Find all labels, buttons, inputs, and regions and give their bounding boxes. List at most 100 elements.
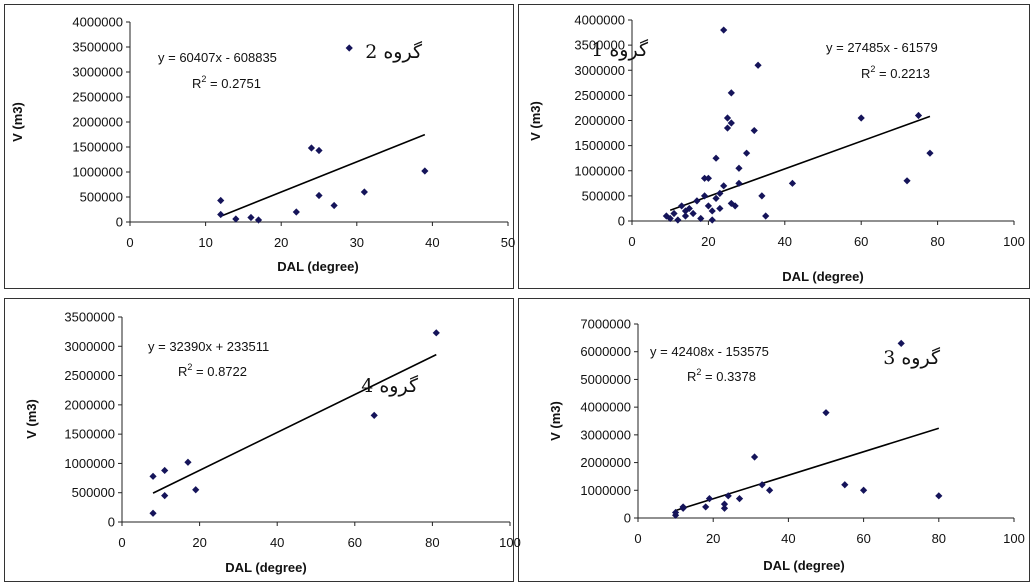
data-point bbox=[217, 196, 225, 205]
y-tick-label: 4000000 bbox=[72, 15, 123, 30]
y-tick-label: 500000 bbox=[80, 190, 123, 205]
trendline bbox=[675, 427, 940, 512]
x-tick-label: 60 bbox=[854, 234, 868, 249]
y-tick-label: 0 bbox=[624, 511, 631, 526]
data-point bbox=[681, 212, 690, 220]
data-point bbox=[723, 114, 732, 122]
y-tick-label: 4000000 bbox=[580, 400, 631, 415]
data-point bbox=[716, 189, 724, 197]
data-point bbox=[432, 329, 440, 337]
x-axis-title: DAL (degree) bbox=[277, 259, 358, 274]
data-point bbox=[247, 213, 255, 222]
data-point bbox=[750, 126, 758, 135]
x-tick-label: 40 bbox=[778, 234, 792, 249]
data-point bbox=[705, 495, 714, 503]
data-point bbox=[149, 509, 157, 517]
data-point bbox=[727, 119, 735, 127]
r-squared-label: R2 = 0.3378 bbox=[687, 367, 756, 384]
y-tick-label: 1000000 bbox=[574, 163, 625, 178]
y-tick-label: 2500000 bbox=[574, 88, 625, 103]
data-point bbox=[735, 164, 743, 172]
r-squared-exponent: 2 bbox=[201, 74, 206, 84]
data-point bbox=[149, 472, 157, 480]
data-point bbox=[754, 61, 762, 69]
trend-equation: y = 27485x - 61579 bbox=[826, 40, 938, 55]
y-tick-label: 2000000 bbox=[72, 115, 123, 130]
r-squared-value: = 0.2213 bbox=[875, 66, 930, 81]
r-squared-label: R2 = 0.2751 bbox=[192, 74, 261, 91]
x-tick-label: 100 bbox=[1003, 531, 1025, 546]
r-squared-value: = 0.8722 bbox=[192, 364, 247, 379]
y-tick-label: 1000000 bbox=[64, 456, 115, 471]
y-tick-label: 2500000 bbox=[64, 368, 115, 383]
x-tick-label: 0 bbox=[628, 234, 635, 249]
x-tick-label: 20 bbox=[192, 535, 206, 550]
trendline bbox=[152, 353, 437, 494]
data-point bbox=[762, 212, 770, 220]
y-axis-title: V (m3) bbox=[24, 399, 39, 439]
data-point bbox=[370, 411, 378, 419]
data-point bbox=[720, 182, 728, 190]
y-tick-label: 1500000 bbox=[574, 138, 625, 153]
data-point bbox=[712, 154, 720, 162]
data-point bbox=[421, 167, 429, 175]
group-label: گروه 1 bbox=[591, 38, 649, 61]
data-point bbox=[720, 504, 729, 512]
data-point bbox=[720, 500, 729, 508]
y-tick-label: 3500000 bbox=[72, 40, 123, 55]
x-axis-title: DAL (degree) bbox=[782, 269, 863, 284]
data-point bbox=[731, 202, 739, 210]
y-tick-label: 1000000 bbox=[72, 165, 123, 180]
data-point bbox=[750, 453, 759, 461]
chart-panel-group-1 bbox=[518, 4, 1030, 289]
data-point bbox=[681, 207, 690, 215]
y-tick-label: 7000000 bbox=[580, 317, 631, 332]
data-point bbox=[914, 111, 923, 120]
data-point bbox=[788, 179, 797, 187]
y-tick-label: 1000000 bbox=[580, 483, 631, 498]
data-point bbox=[712, 194, 720, 202]
data-point bbox=[735, 179, 743, 187]
x-tick-label: 20 bbox=[701, 234, 715, 249]
y-tick-label: 2000000 bbox=[574, 113, 625, 128]
data-point bbox=[926, 149, 934, 157]
x-tick-label: 60 bbox=[348, 535, 362, 550]
chart-panel-group-2 bbox=[4, 4, 514, 289]
y-tick-label: 500000 bbox=[72, 485, 115, 500]
data-point bbox=[723, 124, 732, 132]
x-tick-label: 30 bbox=[350, 235, 364, 250]
data-point bbox=[841, 481, 849, 489]
y-tick-label: 500000 bbox=[582, 188, 625, 203]
data-point bbox=[678, 202, 686, 210]
trend-equation: y = 60407x - 608835 bbox=[158, 50, 277, 65]
y-tick-label: 6000000 bbox=[580, 344, 631, 359]
data-point bbox=[766, 486, 774, 494]
x-tick-label: 80 bbox=[425, 535, 439, 550]
y-tick-label: 5000000 bbox=[580, 372, 631, 387]
trendline bbox=[220, 133, 426, 217]
x-axis-title: DAL (degree) bbox=[763, 558, 844, 573]
x-tick-label: 20 bbox=[706, 531, 720, 546]
data-point bbox=[672, 511, 680, 519]
data-point bbox=[897, 339, 905, 347]
data-point bbox=[232, 215, 240, 223]
chart-panel-group-4 bbox=[4, 298, 514, 582]
data-point bbox=[693, 197, 701, 205]
r-squared-base: R bbox=[687, 369, 696, 384]
data-point bbox=[903, 177, 911, 185]
r-squared-base: R bbox=[192, 76, 201, 91]
r-squared-label: R2 = 0.2213 bbox=[861, 64, 930, 81]
y-tick-label: 3000000 bbox=[574, 63, 625, 78]
data-point bbox=[184, 458, 192, 466]
data-point bbox=[161, 492, 169, 500]
data-point bbox=[674, 216, 682, 224]
y-tick-label: 0 bbox=[116, 215, 123, 230]
data-point bbox=[743, 149, 751, 157]
y-tick-label: 2000000 bbox=[580, 455, 631, 470]
chart-panel-group-3 bbox=[518, 298, 1030, 582]
trend-equation: y = 42408x - 153575 bbox=[650, 344, 769, 359]
data-point bbox=[254, 216, 263, 224]
data-point bbox=[700, 174, 709, 182]
r-squared-label: R2 = 0.8722 bbox=[178, 362, 247, 379]
data-point bbox=[700, 192, 709, 200]
